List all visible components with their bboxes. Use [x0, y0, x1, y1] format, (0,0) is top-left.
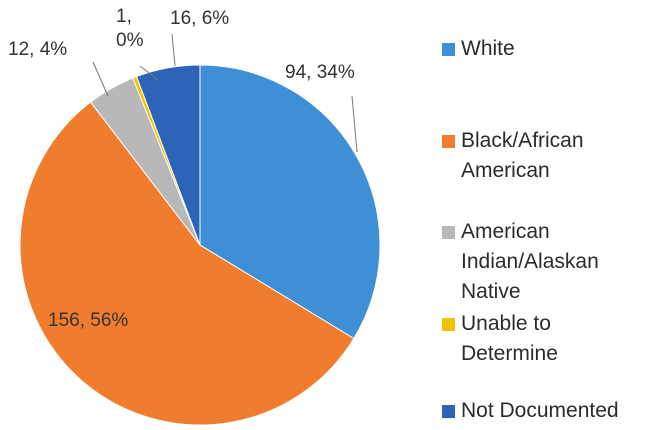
leader-line-unable-to-determine: [139, 65, 159, 81]
leader-line-not-documented: [171, 33, 176, 67]
pie-slice-not-documented: [135, 64, 201, 246]
legend-item-american-indian-alaskan-native: American Indian/Alaskan Native: [442, 217, 599, 307]
leader-line-american-indian-alaskan-native: [92, 61, 109, 97]
pie-slice-white: [199, 64, 381, 340]
legend-label-white: White: [461, 37, 515, 60]
pie-slice-black-african-american: [19, 101, 355, 426]
legend-label-black-african-american: Black/African American: [461, 129, 584, 182]
legend-swatch-white: [442, 43, 455, 56]
data-label-not-documented: 16, 6%: [170, 8, 229, 29]
legend-item-white: White: [442, 34, 515, 64]
legend-swatch-not-documented: [442, 405, 455, 418]
leader-line-white: [351, 95, 358, 153]
data-label-american-indian-alaskan-native: 12, 4%: [8, 39, 67, 60]
data-label-white: 94, 34%: [285, 62, 355, 83]
legend-label-not-documented: Not Documented: [461, 399, 619, 422]
data-label-black-african-american: 156, 56%: [48, 310, 128, 331]
legend-swatch-american-indian-alaskan-native: [442, 226, 455, 239]
legend-swatch-black-african-american: [442, 135, 455, 148]
legend-label-american-indian-alaskan-native: American Indian/Alaskan Native: [461, 220, 599, 303]
legend-item-unable-to-determine: Unable to Determine: [442, 309, 558, 369]
legend-label-unable-to-determine: Unable to Determine: [461, 312, 558, 365]
legend-swatch-unable-to-determine: [442, 318, 455, 331]
legend-item-black-african-american: Black/African American: [442, 126, 584, 186]
legend-item-not-documented: Not Documented: [442, 396, 619, 426]
data-label-unable-to-determine: 1, 0%: [116, 6, 144, 51]
